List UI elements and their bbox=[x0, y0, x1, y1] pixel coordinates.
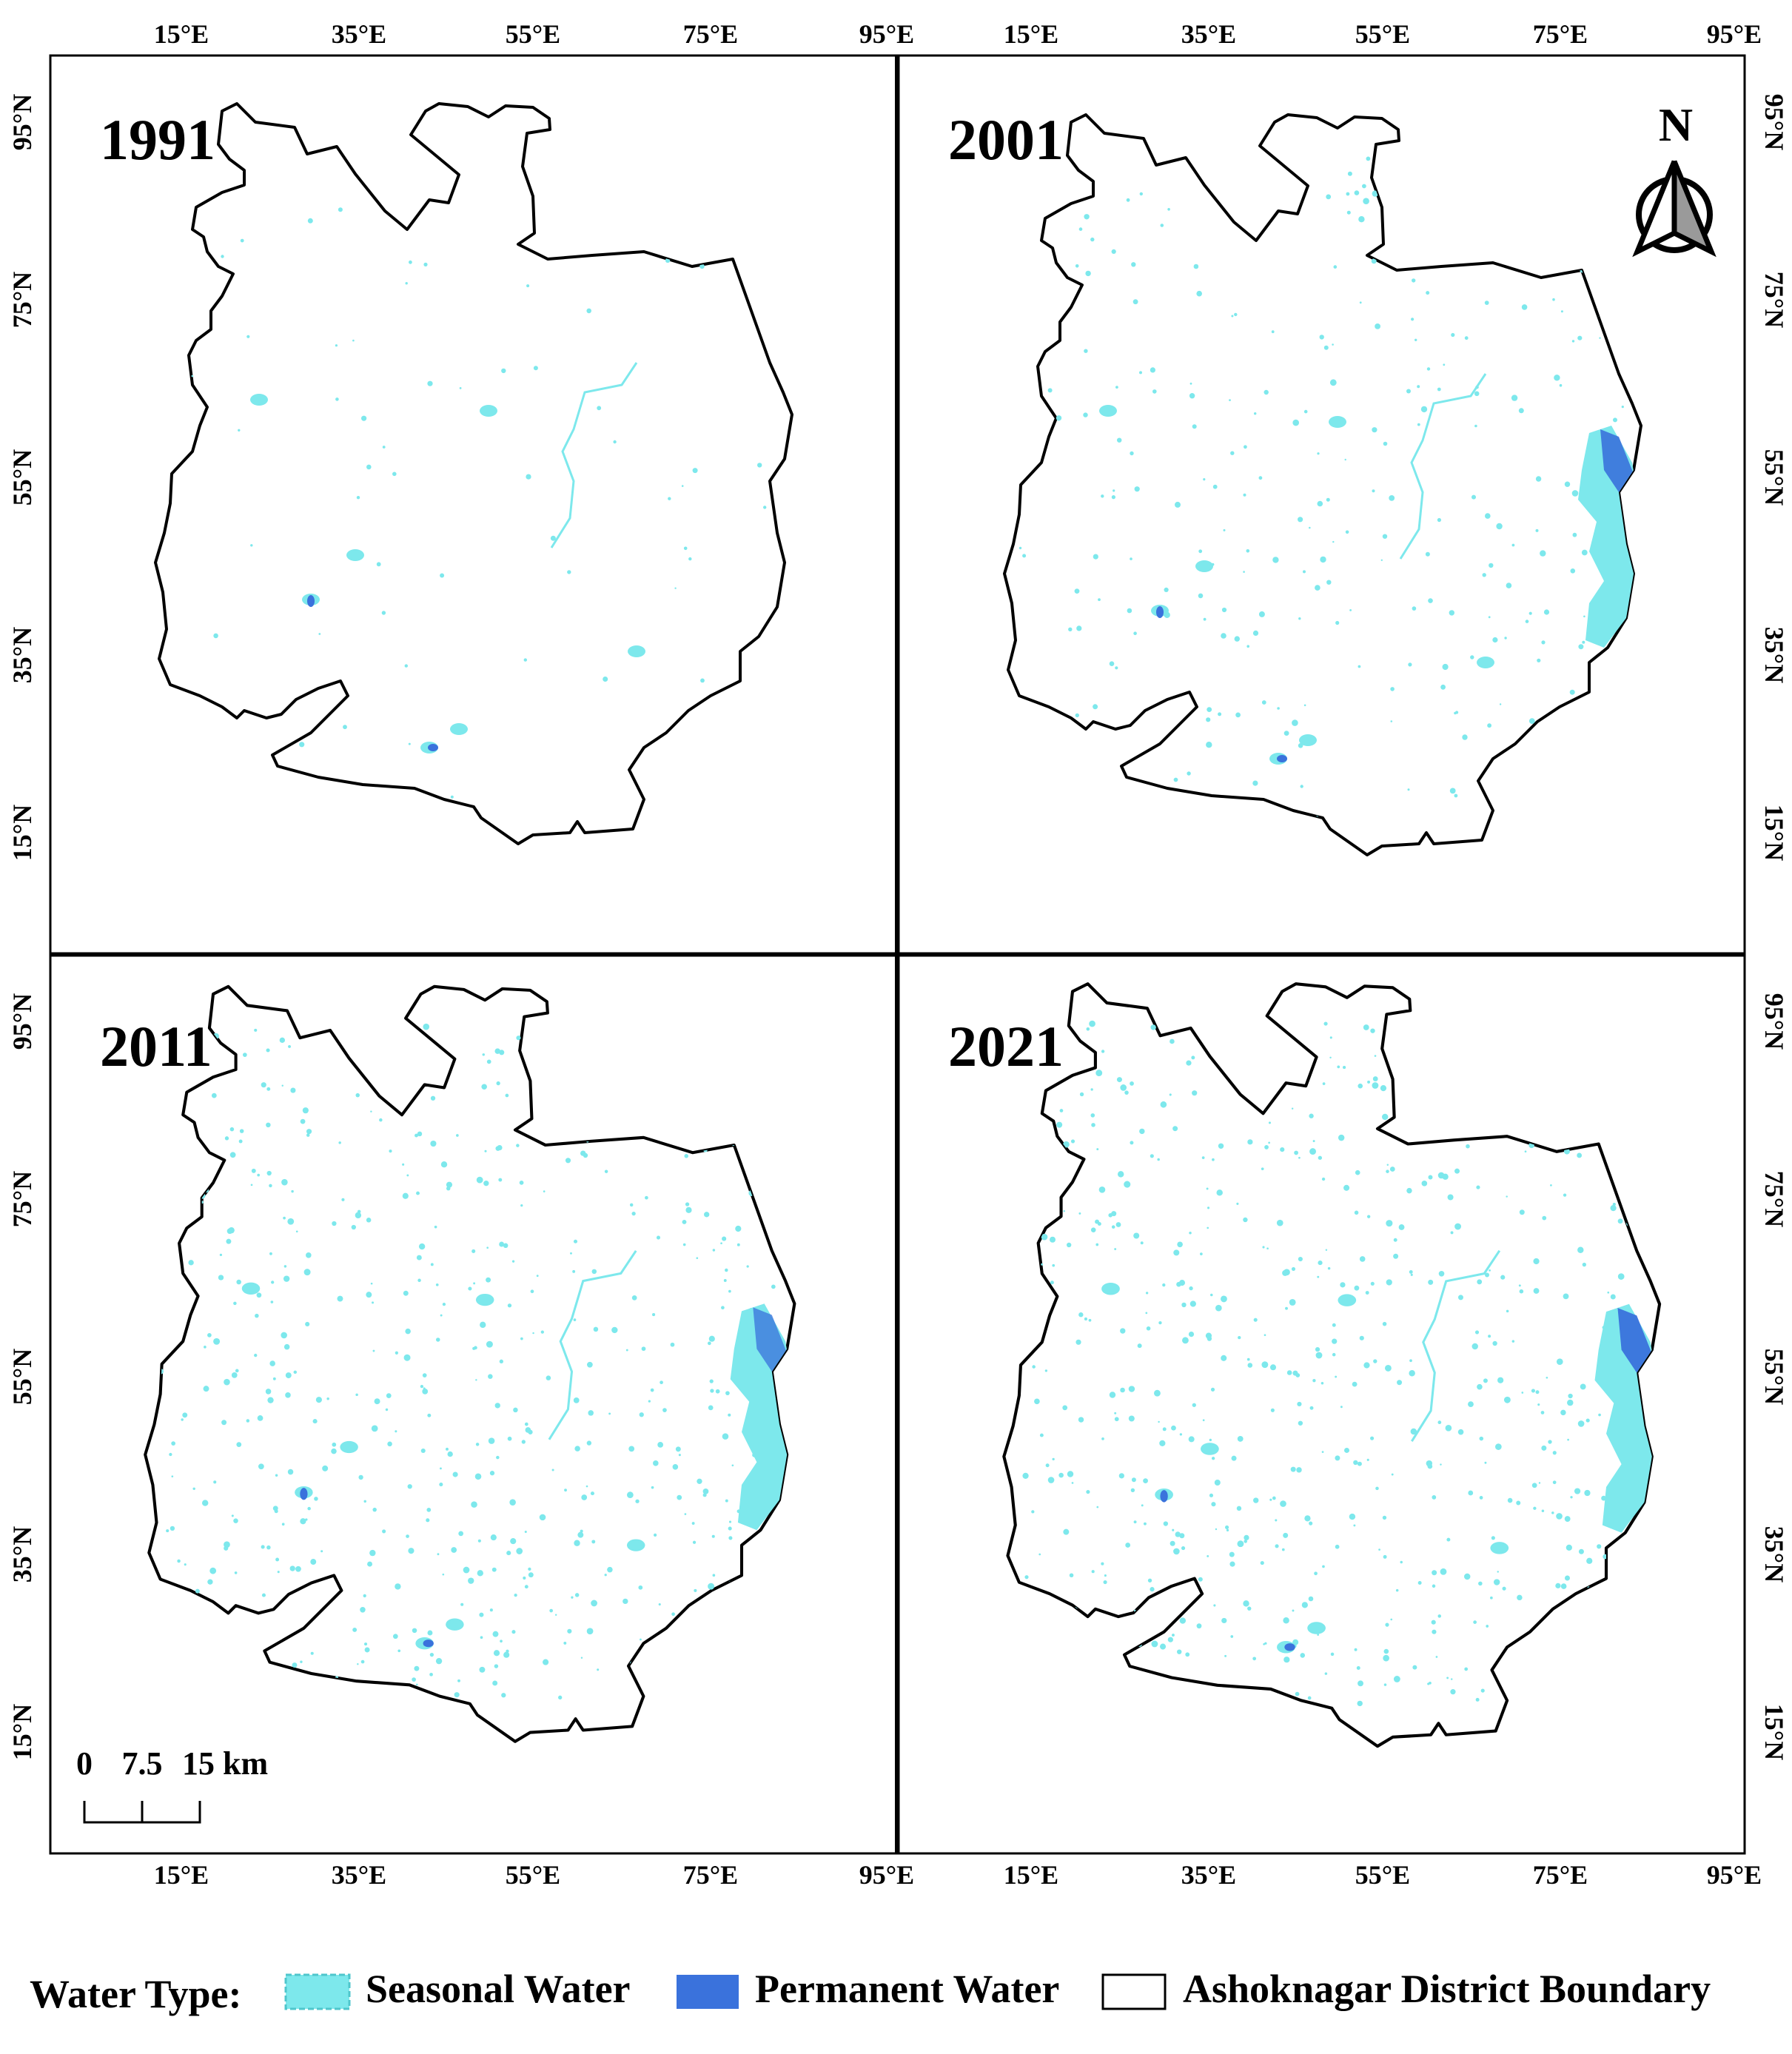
lat-tick-label: 55°N bbox=[7, 449, 37, 506]
map-panel-2021 bbox=[1004, 984, 1661, 1746]
legend-title: Water Type: bbox=[30, 1972, 241, 2016]
lat-tick-label: 15°N bbox=[7, 1704, 37, 1760]
lat-tick-label: 15°N bbox=[1759, 1704, 1789, 1760]
scale-bar: 0 7.5 15 km bbox=[76, 1745, 268, 1824]
legend-swatch-seasonal bbox=[284, 1973, 351, 2010]
lon-tick-label: 95°E bbox=[859, 1860, 914, 1890]
district-boundary bbox=[1004, 984, 1660, 1746]
lat-tick-label: 15°N bbox=[7, 805, 37, 861]
lon-tick-label: 35°E bbox=[332, 19, 386, 49]
district-boundary bbox=[154, 102, 793, 845]
panel-year-label: 2001 bbox=[948, 107, 1064, 172]
lon-tick-label: 95°E bbox=[1707, 1860, 1762, 1890]
graticule-labels: 15°E 15°E 15°E 15°E 35°E 35°E 35°E 35°E 55°E 55°E… bbox=[7, 19, 1789, 1890]
legend-swatch-boundary bbox=[1101, 1973, 1167, 2010]
lon-tick-label: 75°E bbox=[1533, 1860, 1588, 1890]
lat-tick-label: 75°N bbox=[7, 1171, 37, 1227]
water-bodies bbox=[170, 145, 767, 807]
lon-tick-label: 35°E bbox=[1181, 1860, 1236, 1890]
lon-tick-label: 55°E bbox=[1355, 19, 1410, 49]
district-boundary bbox=[145, 987, 794, 1742]
legend-label-permanent: Permanent Water bbox=[755, 1967, 1059, 2011]
lon-tick-label: 95°E bbox=[1707, 19, 1762, 49]
lat-tick-label: 35°N bbox=[7, 1526, 37, 1583]
scale-label-0: 0 bbox=[76, 1745, 93, 1782]
lat-tick-label: 15°N bbox=[1759, 805, 1789, 861]
north-arrow: N bbox=[1632, 98, 1717, 258]
lat-tick-label: 35°N bbox=[7, 627, 37, 683]
panel-year-label: 2011 bbox=[100, 1014, 212, 1078]
district-boundary bbox=[1003, 113, 1642, 856]
lat-tick-label: 95°N bbox=[1759, 993, 1789, 1050]
lat-tick-label: 55°N bbox=[1759, 449, 1789, 506]
lon-tick-label: 15°E bbox=[154, 1860, 209, 1890]
lon-tick-label: 55°E bbox=[506, 1860, 560, 1890]
map-panel-2001 bbox=[1003, 113, 1642, 856]
lat-tick-label: 35°N bbox=[1759, 1526, 1789, 1583]
lat-tick-label: 95°N bbox=[7, 94, 37, 150]
lon-tick-label: 15°E bbox=[1004, 19, 1058, 49]
lon-tick-label: 75°E bbox=[1533, 19, 1588, 49]
scale-label-mid: 7.5 bbox=[122, 1745, 163, 1782]
lon-tick-label: 55°E bbox=[1355, 1860, 1410, 1890]
panel-year-label: 1991 bbox=[100, 107, 215, 172]
water-bodies bbox=[1018, 1020, 1660, 1711]
lat-tick-label: 55°N bbox=[7, 1349, 37, 1405]
lon-tick-label: 15°E bbox=[1004, 1860, 1058, 1890]
lon-tick-label: 35°E bbox=[1181, 19, 1236, 49]
lon-tick-label: 95°E bbox=[859, 19, 914, 49]
legend-label-seasonal: Seasonal Water bbox=[366, 1967, 631, 2011]
map-frame bbox=[49, 54, 1746, 1855]
lat-tick-label: 55°N bbox=[1759, 1349, 1789, 1405]
lon-tick-label: 35°E bbox=[332, 1860, 386, 1890]
legend-label-boundary: Ashoknagar District Boundary bbox=[1183, 1967, 1711, 2011]
lat-tick-label: 75°N bbox=[1759, 1171, 1789, 1227]
lat-tick-label: 95°N bbox=[1759, 94, 1789, 150]
north-arrow-icon bbox=[1632, 160, 1717, 258]
lon-tick-label: 75°E bbox=[683, 1860, 738, 1890]
lat-tick-label: 35°N bbox=[1759, 627, 1789, 683]
panel-year-label: 2021 bbox=[948, 1014, 1064, 1078]
legend: Water Type: Seasonal Water Permanent Wat… bbox=[30, 1967, 1711, 2016]
north-label: N bbox=[1659, 98, 1693, 151]
lon-tick-label: 75°E bbox=[683, 19, 738, 49]
lon-tick-label: 15°E bbox=[154, 19, 209, 49]
map-panel-1991 bbox=[154, 102, 793, 845]
map-panel-2011 bbox=[145, 987, 796, 1742]
scale-label-end: 15 km bbox=[182, 1745, 268, 1782]
lat-tick-label: 75°N bbox=[1759, 272, 1789, 328]
lat-tick-label: 75°N bbox=[7, 272, 37, 328]
lon-tick-label: 55°E bbox=[506, 19, 560, 49]
lat-tick-label: 95°N bbox=[7, 993, 37, 1050]
legend-swatch-permanent bbox=[677, 1975, 739, 2009]
